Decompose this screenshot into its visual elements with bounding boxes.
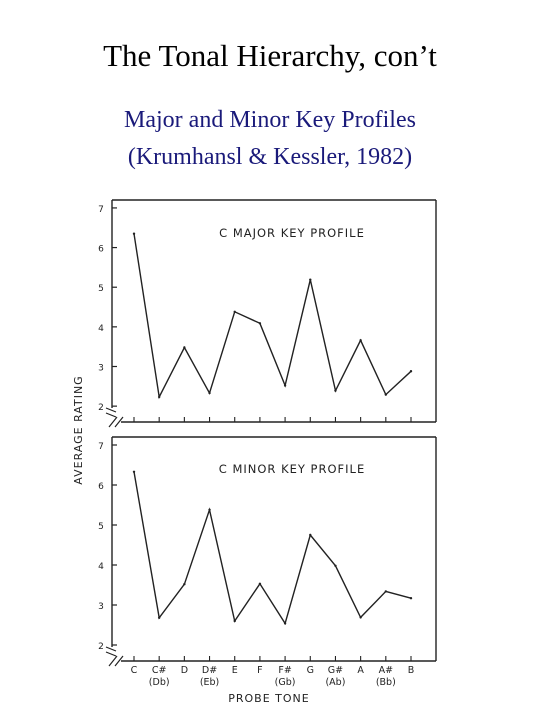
data-point — [233, 619, 236, 623]
data-point — [258, 582, 262, 585]
x-tick-label: E — [232, 665, 238, 676]
y-axis-label: AVERAGE RATING — [72, 375, 85, 484]
y-tick-label: 3 — [98, 364, 104, 374]
y-tick-label: 5 — [98, 522, 104, 532]
x-tick-label: D# — [202, 665, 217, 676]
data-point — [132, 232, 136, 235]
data-point — [132, 470, 136, 473]
x-tick-label: C# — [152, 665, 167, 676]
data-point — [208, 508, 211, 511]
axis-break-mark — [105, 646, 117, 657]
x-tick-label: B — [408, 665, 415, 676]
x-tick-label: D — [181, 665, 188, 676]
panel-major: 2 3 4 5 6 7 C MAJOR KEY PROFILE — [98, 199, 437, 428]
panel-title: C MAJOR KEY PROFILE — [219, 226, 365, 240]
data-point — [183, 583, 186, 586]
data-point — [283, 384, 287, 387]
data-point — [208, 391, 211, 395]
data-point — [258, 322, 262, 325]
subtitle-line-2: (Krumhansl & Kessler, 1982) — [127, 144, 413, 170]
data-point — [233, 310, 236, 313]
subtitle-line-1: Major and Minor Key Profiles — [124, 107, 416, 133]
y-tick-label: 6 — [98, 245, 104, 255]
x-axis-break-mark — [108, 416, 124, 428]
x-tick-label: A — [357, 665, 364, 676]
y-tick-label: 6 — [98, 482, 104, 492]
y-tick-label: 7 — [98, 205, 104, 215]
data-point — [183, 346, 186, 349]
data-point — [157, 395, 161, 399]
panel-minor: 2 3 4 5 6 7 C MINOR KEY PROFILE — [98, 436, 437, 667]
y-tick-label: 7 — [98, 442, 104, 452]
y-tick-label: 3 — [98, 602, 104, 612]
y-tick-label: 5 — [98, 284, 104, 294]
y-tick-label: 2 — [98, 642, 104, 652]
axis-break-mark — [105, 407, 117, 418]
data-point — [359, 616, 362, 619]
x-tick-label: F — [257, 665, 262, 676]
series-line — [133, 233, 412, 400]
data-point — [309, 278, 312, 281]
x-tick-label: A# — [379, 665, 393, 676]
x-tick-label: F# — [278, 665, 291, 676]
x-tick-label-alt: (Db) — [149, 677, 170, 688]
data-point — [409, 597, 413, 600]
x-tick-label: G — [307, 665, 314, 676]
x-tick-label-alt: (Gb) — [275, 677, 296, 688]
series-line — [133, 471, 412, 626]
x-axis-break-mark — [108, 655, 124, 667]
x-tick-label-alt: (Ab) — [325, 677, 345, 688]
x-tick-label: C — [131, 665, 138, 676]
y-tick-label: 2 — [98, 403, 104, 413]
x-tick-label: G# — [328, 665, 343, 676]
x-axis-label: PROBE TONE — [228, 692, 309, 705]
data-point — [283, 622, 287, 625]
slide-title: The Tonal Hierarchy, con’t — [103, 38, 437, 73]
data-point — [334, 564, 337, 567]
data-point — [409, 370, 413, 373]
data-point — [334, 389, 337, 392]
panel-title: C MINOR KEY PROFILE — [219, 462, 365, 476]
data-point — [157, 616, 161, 619]
slide-subtitle: Major and Minor Key Profiles (Krumhansl … — [0, 102, 540, 176]
y-tick-label: 4 — [98, 562, 104, 572]
data-point — [384, 590, 388, 593]
data-point — [359, 339, 362, 342]
x-tick-label-alt: (Eb) — [200, 677, 219, 688]
data-point — [309, 533, 312, 537]
x-tick-label-alt: (Bb) — [376, 677, 396, 688]
data-point — [384, 393, 388, 396]
y-tick-label: 4 — [98, 324, 104, 334]
